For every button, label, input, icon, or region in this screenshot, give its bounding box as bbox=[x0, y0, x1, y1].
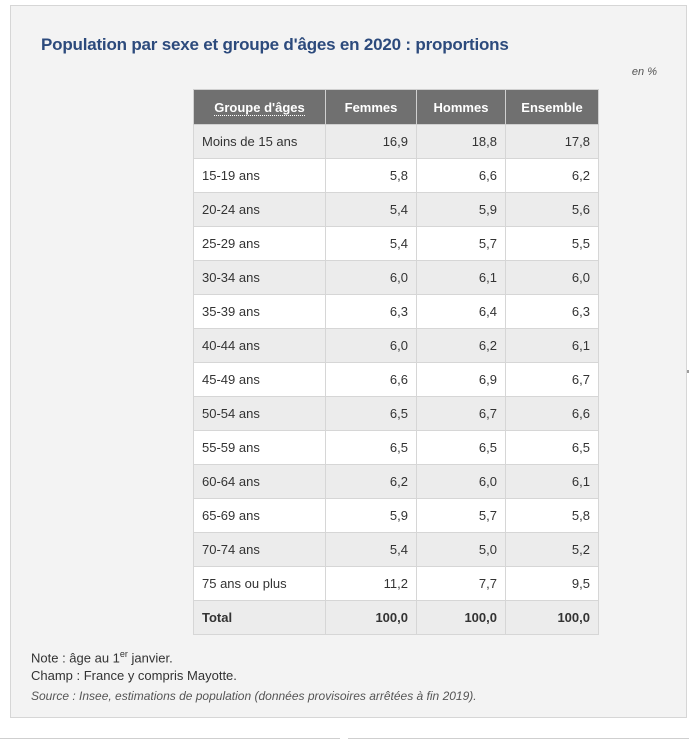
note-suffix: janvier. bbox=[127, 650, 173, 666]
cell-hommes: 6,5 bbox=[416, 430, 506, 465]
cell-femmes: 11,2 bbox=[325, 566, 417, 601]
table-row: 25-29 ans 5,4 5,7 5,5 bbox=[193, 226, 599, 261]
table-row: 35-39 ans 6,3 6,4 6,3 bbox=[193, 294, 599, 329]
cell-ensemble: 6,0 bbox=[505, 260, 599, 295]
table-row: 60-64 ans 6,2 6,0 6,1 bbox=[193, 464, 599, 499]
cell-age: 30-34 ans bbox=[193, 260, 326, 295]
cell-femmes: 6,2 bbox=[325, 464, 417, 499]
champ-line: Champ : France y compris Mayotte. bbox=[31, 668, 237, 683]
cell-hommes: 5,7 bbox=[416, 498, 506, 533]
cell-ensemble: 6,3 bbox=[505, 294, 599, 329]
cell-hommes: 18,8 bbox=[416, 124, 506, 159]
cell-ensemble: 6,1 bbox=[505, 464, 599, 499]
cell-femmes: 5,4 bbox=[325, 532, 417, 567]
cell-ensemble: 6,5 bbox=[505, 430, 599, 465]
cell-hommes: 6,6 bbox=[416, 158, 506, 193]
cell-hommes: 6,7 bbox=[416, 396, 506, 431]
cell-femmes: 5,4 bbox=[325, 192, 417, 227]
header-age-label[interactable]: Groupe d'âges bbox=[214, 99, 305, 116]
cell-femmes: 6,0 bbox=[325, 260, 417, 295]
cell-femmes: 6,6 bbox=[325, 362, 417, 397]
cell-femmes: 5,9 bbox=[325, 498, 417, 533]
cell-femmes: 5,4 bbox=[325, 226, 417, 261]
divider-left bbox=[0, 738, 340, 739]
table-row: 65-69 ans 5,9 5,7 5,8 bbox=[193, 498, 599, 533]
cell-hommes: 6,9 bbox=[416, 362, 506, 397]
cell-age: 25-29 ans bbox=[193, 226, 326, 261]
source-line: Source : Insee, estimations de populatio… bbox=[31, 689, 477, 703]
table-row: 70-74 ans 5,4 5,0 5,2 bbox=[193, 532, 599, 567]
table-header-row: Groupe d'âges Femmes Hommes Ensemble bbox=[193, 89, 599, 125]
divider-right bbox=[348, 738, 689, 739]
cell-age: 50-54 ans bbox=[193, 396, 326, 431]
cell-femmes: 6,5 bbox=[325, 396, 417, 431]
cell-age: 40-44 ans bbox=[193, 328, 326, 363]
table-panel: Population par sexe et groupe d'âges en … bbox=[10, 5, 687, 718]
table-row: 15-19 ans 5,8 6,6 6,2 bbox=[193, 158, 599, 193]
header-age: Groupe d'âges bbox=[193, 89, 326, 125]
notes: Note : âge au 1er janvier. Champ : Franc… bbox=[31, 644, 477, 707]
cell-ensemble: 6,2 bbox=[505, 158, 599, 193]
note-prefix: Note : âge au 1 bbox=[31, 650, 120, 666]
table-row: Moins de 15 ans 16,9 18,8 17,8 bbox=[193, 124, 599, 159]
cell-age: 60-64 ans bbox=[193, 464, 326, 499]
cell-femmes: 6,5 bbox=[325, 430, 417, 465]
edge-mark bbox=[687, 370, 689, 373]
page-title: Population par sexe et groupe d'âges en … bbox=[41, 35, 509, 54]
cell-hommes: 5,9 bbox=[416, 192, 506, 227]
cell-ensemble: 5,8 bbox=[505, 498, 599, 533]
cell-ensemble: 6,1 bbox=[505, 328, 599, 363]
note-sup: er bbox=[119, 649, 128, 659]
cell-ensemble: 17,8 bbox=[505, 124, 599, 159]
table-row: 30-34 ans 6,0 6,1 6,0 bbox=[193, 260, 599, 295]
cell-hommes: 6,4 bbox=[416, 294, 506, 329]
cell-age: 75 ans ou plus bbox=[193, 566, 326, 601]
table-row: 75 ans ou plus 11,2 7,7 9,5 bbox=[193, 566, 599, 601]
cell-hommes: 5,7 bbox=[416, 226, 506, 261]
cell-ensemble: 5,6 bbox=[505, 192, 599, 227]
cell-age: 15-19 ans bbox=[193, 158, 326, 193]
cell-ensemble: 9,5 bbox=[505, 566, 599, 601]
cell-age: 35-39 ans bbox=[193, 294, 326, 329]
header-femmes: Femmes bbox=[325, 89, 417, 125]
table-row: 45-49 ans 6,6 6,9 6,7 bbox=[193, 362, 599, 397]
cell-hommes: 6,2 bbox=[416, 328, 506, 363]
cell-ensemble: 5,5 bbox=[505, 226, 599, 261]
cell-ensemble: 6,6 bbox=[505, 396, 599, 431]
population-table: Groupe d'âges Femmes Hommes Ensemble Moi… bbox=[193, 89, 599, 635]
cell-hommes: 7,7 bbox=[416, 566, 506, 601]
cell-femmes: 6,3 bbox=[325, 294, 417, 329]
cell-femmes: 5,8 bbox=[325, 158, 417, 193]
cell-femmes: 16,9 bbox=[325, 124, 417, 159]
header-hommes: Hommes bbox=[416, 89, 506, 125]
cell-age: 20-24 ans bbox=[193, 192, 326, 227]
total-age: Total bbox=[193, 600, 326, 635]
total-hommes: 100,0 bbox=[416, 600, 506, 635]
table-row: 55-59 ans 6,5 6,5 6,5 bbox=[193, 430, 599, 465]
cell-age: 45-49 ans bbox=[193, 362, 326, 397]
cell-age: 55-59 ans bbox=[193, 430, 326, 465]
note-line: Note : âge au 1er janvier. bbox=[31, 644, 477, 665]
cell-age: 65-69 ans bbox=[193, 498, 326, 533]
cell-femmes: 6,0 bbox=[325, 328, 417, 363]
cell-age: Moins de 15 ans bbox=[193, 124, 326, 159]
total-femmes: 100,0 bbox=[325, 600, 417, 635]
cell-ensemble: 6,7 bbox=[505, 362, 599, 397]
table-row: 50-54 ans 6,5 6,7 6,6 bbox=[193, 396, 599, 431]
table-row: 20-24 ans 5,4 5,9 5,6 bbox=[193, 192, 599, 227]
cell-hommes: 6,1 bbox=[416, 260, 506, 295]
table-total-row: Total 100,0 100,0 100,0 bbox=[193, 600, 599, 635]
table-body: Moins de 15 ans 16,9 18,8 17,8 15-19 ans 5,8 6… bbox=[193, 124, 599, 635]
cell-age: 70-74 ans bbox=[193, 532, 326, 567]
cell-hommes: 6,0 bbox=[416, 464, 506, 499]
header-ensemble: Ensemble bbox=[505, 89, 599, 125]
cell-hommes: 5,0 bbox=[416, 532, 506, 567]
cell-ensemble: 5,2 bbox=[505, 532, 599, 567]
total-ensemble: 100,0 bbox=[505, 600, 599, 635]
unit-label: en % bbox=[631, 66, 657, 78]
table-row: 40-44 ans 6,0 6,2 6,1 bbox=[193, 328, 599, 363]
